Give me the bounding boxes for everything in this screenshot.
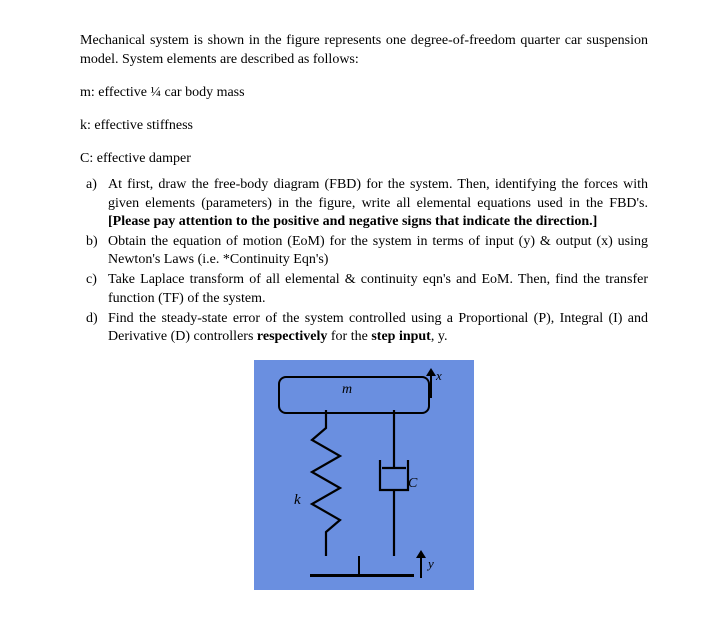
item-a-pre: At first, draw the free-body diagram (FB…	[108, 177, 648, 210]
item-b-marker: b)	[86, 233, 98, 251]
x-label: x	[436, 368, 442, 384]
item-b: b) Obtain the equation of motion (EoM) f…	[108, 233, 648, 269]
item-c-text: Take Laplace transform of all elemental …	[108, 272, 648, 305]
mass-block	[278, 376, 430, 414]
ground-bar	[310, 574, 414, 577]
spring-icon	[306, 410, 346, 560]
item-d-post: , y.	[431, 329, 448, 344]
y-label: y	[428, 556, 434, 572]
item-d-bold2: step input	[371, 329, 431, 344]
item-a: a) At first, draw the free-body diagram …	[108, 176, 648, 231]
definition-c: C: effective damper	[80, 150, 648, 169]
item-d-bold1: respectively	[257, 329, 328, 344]
x-arrow-icon	[430, 374, 432, 398]
document-page: Mechanical system is shown in the figure…	[0, 0, 720, 633]
item-d-mid: for the	[327, 329, 371, 344]
k-label: k	[294, 492, 301, 509]
item-d: d) Find the steady-state error of the sy…	[108, 310, 648, 346]
definition-k: k: effective stiffness	[80, 117, 648, 136]
question-list: a) At first, draw the free-body diagram …	[80, 176, 648, 346]
figure-container: m x k C y	[80, 360, 648, 595]
intro-paragraph: Mechanical system is shown in the figure…	[80, 32, 648, 70]
mass-label: m	[342, 382, 352, 398]
suspension-diagram: m x k C y	[254, 360, 474, 590]
item-c-marker: c)	[86, 271, 97, 289]
item-b-text: Obtain the equation of motion (EoM) for …	[108, 234, 648, 267]
definition-m: m: effective ¼ car body mass	[80, 84, 648, 103]
c-label: C	[408, 476, 417, 492]
item-a-marker: a)	[86, 176, 97, 194]
item-c: c) Take Laplace transform of all element…	[108, 271, 648, 307]
item-d-marker: d)	[86, 310, 98, 328]
bottom-stem	[358, 556, 360, 576]
item-a-bold: [Please pay attention to the positive an…	[108, 214, 597, 229]
y-arrow-icon	[420, 556, 422, 578]
